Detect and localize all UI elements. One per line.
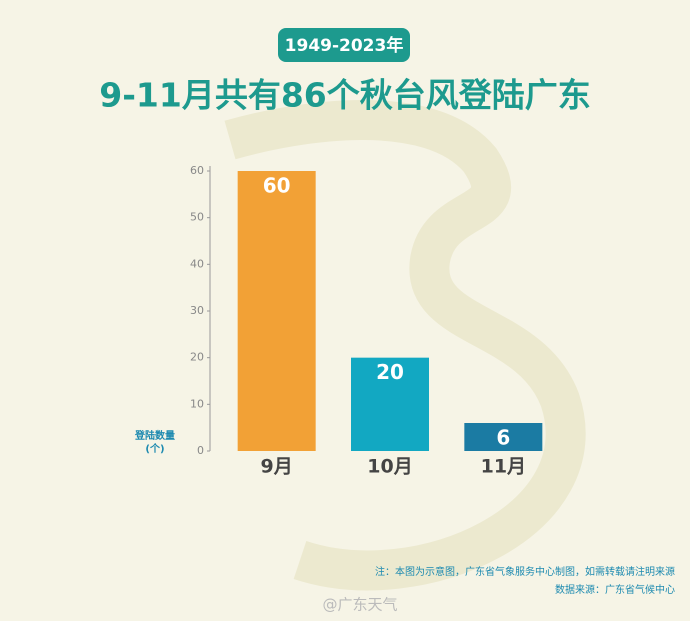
y-tick-label: 0 bbox=[197, 444, 204, 457]
data-label: 60 bbox=[263, 174, 291, 198]
watermark: @广东天气 bbox=[322, 596, 397, 614]
x-tick-label: 10月 bbox=[367, 456, 412, 478]
y-tick-label: 50 bbox=[190, 211, 204, 224]
bar bbox=[464, 423, 543, 451]
y-tick-label: 40 bbox=[190, 257, 204, 270]
x-tick-label: 9月 bbox=[261, 456, 293, 478]
y-axis-label: 登陆数量 bbox=[134, 429, 175, 442]
bar bbox=[237, 171, 316, 451]
subtitle-badge bbox=[278, 28, 410, 62]
bar bbox=[351, 357, 429, 451]
y-tick-label: 20 bbox=[190, 351, 204, 364]
note: 注：本图为示意图，广东省气象服务中心制图，如需转载请注明来源 bbox=[375, 565, 675, 578]
data-label: 6 bbox=[496, 426, 510, 450]
data-label: 20 bbox=[376, 360, 404, 384]
x-tick-label: 11月 bbox=[481, 456, 526, 478]
y-axis-label: (个) bbox=[145, 442, 164, 455]
y-tick-label: 60 bbox=[190, 164, 204, 177]
chart-title: 9-11月共有86个秋台风登陆广东 bbox=[99, 76, 591, 115]
y-tick-label: 30 bbox=[190, 304, 204, 317]
subtitle: 1949-2023年 bbox=[285, 35, 404, 56]
note: 数据来源：广东省气候中心 bbox=[555, 583, 675, 596]
y-tick-label: 10 bbox=[190, 397, 204, 410]
background-ornament bbox=[224, 100, 586, 591]
